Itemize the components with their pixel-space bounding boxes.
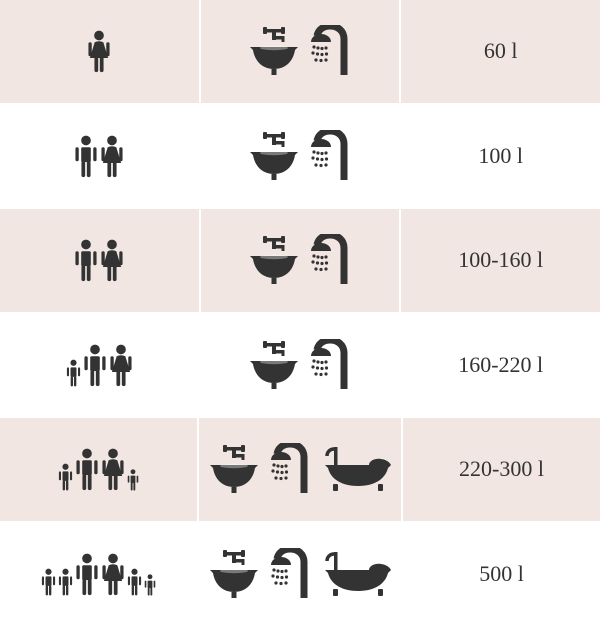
- table-row: 500 l: [0, 523, 600, 625]
- fixtures-cell: [199, 523, 401, 625]
- sink-icon: [207, 445, 261, 493]
- water-volume-value: 100-160 l: [401, 209, 600, 312]
- shower-icon: [311, 339, 353, 391]
- table-row: 220-300 l: [0, 418, 600, 521]
- water-volume-value: 60 l: [401, 0, 600, 103]
- fixtures-cell: [201, 0, 400, 103]
- people-cell: [0, 0, 199, 103]
- woman-icon: [101, 447, 125, 491]
- man-icon: [75, 552, 99, 596]
- shower-icon: [271, 443, 313, 495]
- fixtures-cell: [201, 105, 400, 208]
- water-volume-value: 100 l: [401, 105, 600, 208]
- woman-icon: [101, 552, 125, 596]
- sink-icon: [247, 132, 301, 180]
- child-icon: [66, 359, 81, 387]
- woman-icon: [100, 134, 124, 178]
- woman-icon: [109, 343, 133, 387]
- fixtures-cell: [201, 209, 400, 312]
- sink-icon: [247, 236, 301, 284]
- people-cell: [0, 209, 199, 312]
- bathtub-icon: [323, 552, 393, 596]
- table-row: 60 l: [0, 0, 600, 103]
- sink-icon: [247, 341, 301, 389]
- sink-icon: [247, 27, 301, 75]
- man-icon: [74, 134, 98, 178]
- fixtures-cell: [199, 418, 401, 521]
- child-icon: [127, 469, 139, 491]
- shower-icon: [271, 548, 313, 600]
- water-volume-value: 500 l: [403, 523, 600, 625]
- sink-icon: [207, 550, 261, 598]
- people-cell: [0, 314, 199, 417]
- fixtures-cell: [201, 314, 400, 417]
- water-volume-value: 160-220 l: [401, 314, 600, 417]
- child-icon: [41, 568, 56, 596]
- bathtub-icon: [323, 447, 393, 491]
- woman-icon: [100, 238, 124, 282]
- people-cell: [0, 418, 197, 521]
- table-row: 100-160 l: [0, 209, 600, 312]
- shower-icon: [311, 25, 353, 77]
- man-icon: [75, 447, 99, 491]
- shower-icon: [311, 130, 353, 182]
- woman-icon: [87, 29, 111, 73]
- child-icon: [127, 568, 142, 596]
- shower-icon: [311, 234, 353, 286]
- man-icon: [74, 238, 98, 282]
- people-cell: [0, 523, 197, 625]
- people-cell: [0, 105, 199, 208]
- table-row: 160-220 l: [0, 314, 600, 417]
- water-volume-value: 220-300 l: [403, 418, 600, 521]
- child-icon: [58, 463, 73, 491]
- child-icon: [58, 568, 73, 596]
- water-usage-table: 60 l: [0, 0, 600, 625]
- man-icon: [83, 343, 107, 387]
- child-icon: [144, 574, 156, 596]
- table-row: 100 l: [0, 105, 600, 208]
